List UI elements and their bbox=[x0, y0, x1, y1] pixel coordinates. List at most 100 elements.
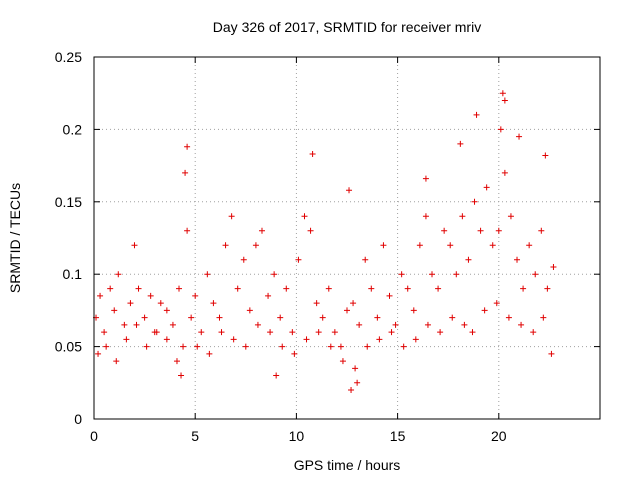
y-tick-label: 0.1 bbox=[63, 266, 83, 282]
y-axis-ticks: 0 0.05 0.1 0.15 0.2 0.25 bbox=[55, 49, 600, 427]
data-point bbox=[319, 314, 326, 321]
data-point bbox=[368, 285, 375, 292]
data-point bbox=[279, 343, 286, 350]
data-point bbox=[188, 314, 195, 321]
data-point bbox=[352, 365, 359, 372]
data-point bbox=[131, 242, 138, 249]
data-point bbox=[548, 350, 555, 357]
data-point bbox=[388, 329, 395, 336]
data-point bbox=[540, 314, 547, 321]
data-point bbox=[526, 242, 533, 249]
data-point bbox=[350, 300, 357, 307]
data-point bbox=[362, 256, 369, 263]
data-point bbox=[364, 343, 371, 350]
data-point bbox=[301, 213, 308, 220]
data-point bbox=[471, 198, 478, 205]
data-point bbox=[348, 387, 355, 394]
data-point bbox=[495, 227, 502, 234]
data-point bbox=[135, 285, 142, 292]
data-point bbox=[518, 321, 525, 328]
data-point bbox=[277, 314, 284, 321]
data-point bbox=[107, 285, 114, 292]
data-point bbox=[497, 126, 504, 133]
data-point bbox=[459, 213, 466, 220]
data-point bbox=[520, 285, 527, 292]
data-point bbox=[127, 300, 134, 307]
data-point bbox=[483, 184, 490, 191]
data-point bbox=[204, 271, 211, 278]
data-point bbox=[449, 314, 456, 321]
data-point bbox=[325, 285, 332, 292]
data-point bbox=[501, 169, 508, 176]
data-point bbox=[457, 140, 464, 147]
data-point bbox=[331, 329, 338, 336]
data-point bbox=[153, 329, 160, 336]
data-point bbox=[398, 271, 405, 278]
y-axis-label: SRMTID / TECUs bbox=[7, 183, 23, 293]
data-point bbox=[218, 329, 225, 336]
data-point bbox=[95, 350, 102, 357]
data-point bbox=[346, 187, 353, 194]
data-point bbox=[252, 242, 259, 249]
data-point bbox=[157, 300, 164, 307]
data-point bbox=[354, 379, 361, 386]
data-point bbox=[143, 343, 150, 350]
data-point bbox=[505, 314, 512, 321]
x-axis-label: GPS time / hours bbox=[294, 457, 401, 473]
x-tick-label: 15 bbox=[390, 428, 406, 444]
data-point bbox=[141, 314, 148, 321]
data-point bbox=[234, 285, 241, 292]
y-tick-label: 0.25 bbox=[55, 49, 82, 65]
data-point bbox=[194, 343, 201, 350]
data-point bbox=[386, 292, 393, 299]
data-point bbox=[206, 350, 213, 357]
data-point bbox=[111, 307, 118, 314]
data-point bbox=[315, 329, 322, 336]
data-point bbox=[246, 307, 253, 314]
data-point bbox=[309, 151, 316, 158]
plot-frame bbox=[93, 56, 601, 420]
data-point bbox=[180, 343, 187, 350]
x-tick-label: 5 bbox=[191, 428, 199, 444]
data-point bbox=[273, 372, 280, 379]
data-point bbox=[544, 285, 551, 292]
data-point bbox=[422, 175, 429, 182]
data-point bbox=[295, 256, 302, 263]
data-point bbox=[169, 321, 176, 328]
data-point bbox=[254, 321, 261, 328]
data-point bbox=[410, 307, 417, 314]
data-point bbox=[550, 263, 557, 270]
data-point bbox=[178, 372, 185, 379]
data-point bbox=[437, 329, 444, 336]
data-point bbox=[453, 271, 460, 278]
y-tick-label: 0 bbox=[74, 411, 82, 427]
data-point bbox=[429, 271, 436, 278]
data-point bbox=[477, 227, 484, 234]
data-point bbox=[538, 227, 545, 234]
data-point bbox=[542, 152, 549, 159]
data-point bbox=[271, 271, 278, 278]
y-tick-label: 0.15 bbox=[55, 194, 82, 210]
data-point bbox=[216, 314, 223, 321]
data-point bbox=[192, 292, 199, 299]
data-point bbox=[101, 329, 108, 336]
data-point bbox=[113, 358, 120, 365]
data-point bbox=[182, 169, 189, 176]
data-point bbox=[507, 213, 514, 220]
x-tick-label: 20 bbox=[491, 428, 507, 444]
data-point bbox=[530, 329, 537, 336]
data-point bbox=[133, 321, 140, 328]
data-point bbox=[103, 343, 110, 350]
data-point bbox=[376, 336, 383, 343]
data-point bbox=[400, 343, 407, 350]
x-tick-label: 10 bbox=[289, 428, 305, 444]
data-point bbox=[258, 227, 265, 234]
data-point bbox=[173, 358, 180, 365]
y-tick-label: 0.2 bbox=[63, 121, 83, 137]
data-point bbox=[380, 242, 387, 249]
data-points bbox=[93, 90, 557, 394]
data-point bbox=[307, 227, 314, 234]
data-point bbox=[210, 300, 217, 307]
data-point bbox=[242, 343, 249, 350]
